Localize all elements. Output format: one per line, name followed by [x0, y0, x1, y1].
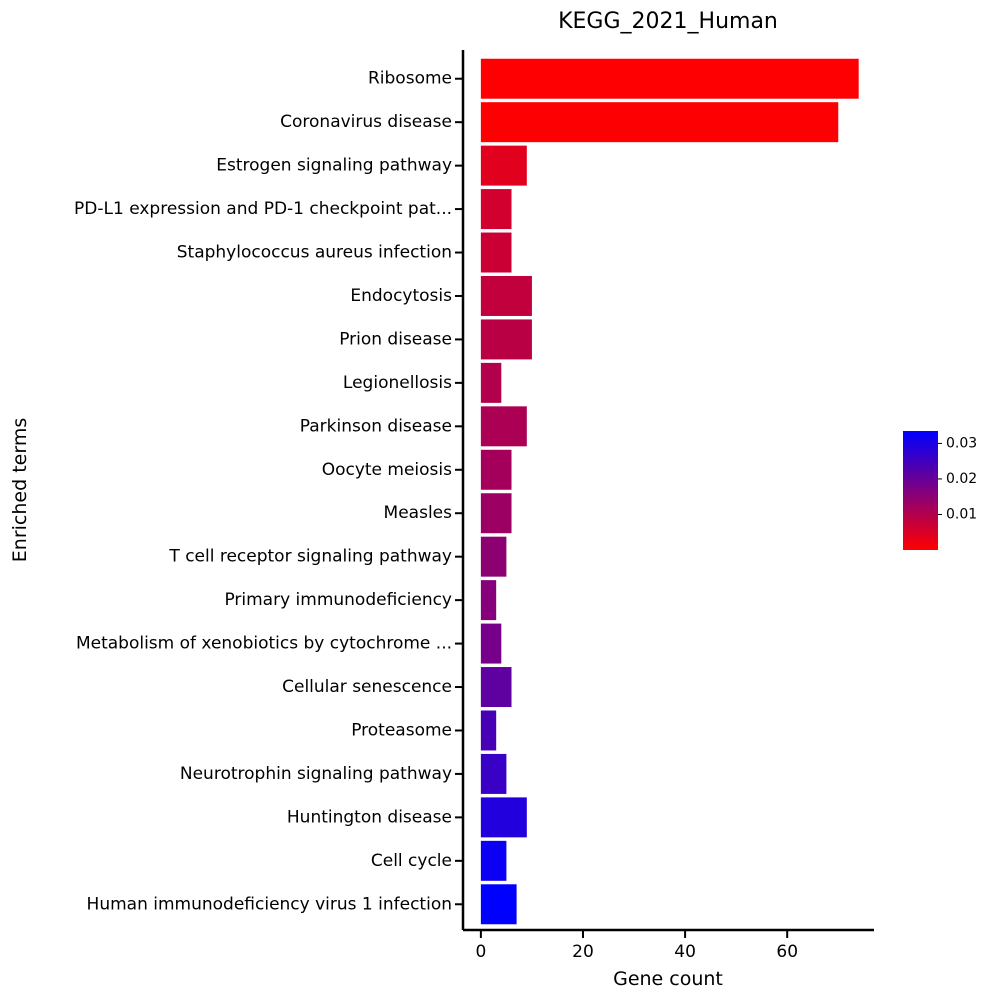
colorbar-ticks: 0.01 0.02 0.03	[938, 435, 977, 522]
bars-group	[480, 58, 859, 925]
bar	[480, 145, 527, 186]
term-label: Huntington disease	[287, 807, 452, 827]
bar	[480, 493, 512, 534]
term-label: Oocyte meiosis	[322, 460, 452, 480]
term-label: Metabolism of xenobiotics by cytochrome …	[76, 634, 452, 654]
colorbar-tick-label: 0.03	[946, 435, 977, 451]
x-axis-title: Gene count	[613, 968, 723, 990]
term-label: T cell receptor signaling pathway	[168, 547, 452, 567]
bar	[480, 449, 512, 490]
term-label: Proteasome	[351, 720, 452, 740]
x-tick-label: 60	[776, 942, 798, 962]
term-label: Measles	[384, 503, 453, 523]
bar	[480, 189, 512, 230]
x-tick-label: 40	[674, 942, 696, 962]
bar	[480, 840, 507, 881]
colorbar-gradient	[903, 431, 938, 550]
bar	[480, 753, 507, 794]
colorbar: 0.01 0.02 0.03	[903, 431, 977, 550]
bar	[480, 232, 512, 273]
bar	[480, 536, 507, 577]
x-axis-ticks: 0 20 40 60	[475, 930, 798, 962]
term-label: Endocytosis	[350, 286, 452, 306]
bar	[480, 319, 532, 360]
colorbar-tick-label: 0.02	[946, 471, 977, 487]
bar	[480, 667, 512, 708]
term-label: Cell cycle	[371, 851, 452, 871]
y-axis-title: Enriched terms	[9, 418, 31, 562]
bar	[480, 102, 839, 143]
term-label: Coronavirus disease	[280, 112, 452, 132]
term-label: Neurotrophin signaling pathway	[180, 764, 452, 784]
bar	[480, 884, 517, 925]
term-label: Cellular senescence	[282, 677, 452, 697]
x-tick-label: 0	[475, 942, 486, 962]
term-label: Ribosome	[368, 69, 452, 89]
bar	[480, 58, 859, 99]
x-tick-label: 20	[572, 942, 594, 962]
bar	[480, 362, 502, 403]
term-label: Parkinson disease	[300, 416, 452, 436]
colorbar-tick-label: 0.01	[946, 506, 977, 522]
bar	[480, 797, 527, 838]
bar	[480, 623, 502, 664]
term-label: Estrogen signaling pathway	[216, 156, 452, 176]
bar	[480, 710, 497, 751]
y-axis-ticks: Ribosome Coronavirus disease Estrogen sign…	[74, 69, 463, 914]
term-label: Primary immunodeficiency	[224, 590, 452, 610]
term-label: Staphylococcus aureus infection	[177, 243, 452, 263]
chart-title: KEGG_2021_Human	[558, 9, 778, 34]
bar	[480, 275, 532, 316]
term-label: Legionellosis	[343, 373, 452, 393]
term-label: PD-L1 expression and PD-1 checkpoint pat…	[74, 199, 452, 219]
term-label: Human immunodeficiency virus 1 infection	[87, 894, 452, 914]
bar	[480, 580, 497, 621]
bar	[480, 406, 527, 447]
term-label: Prion disease	[339, 329, 452, 349]
